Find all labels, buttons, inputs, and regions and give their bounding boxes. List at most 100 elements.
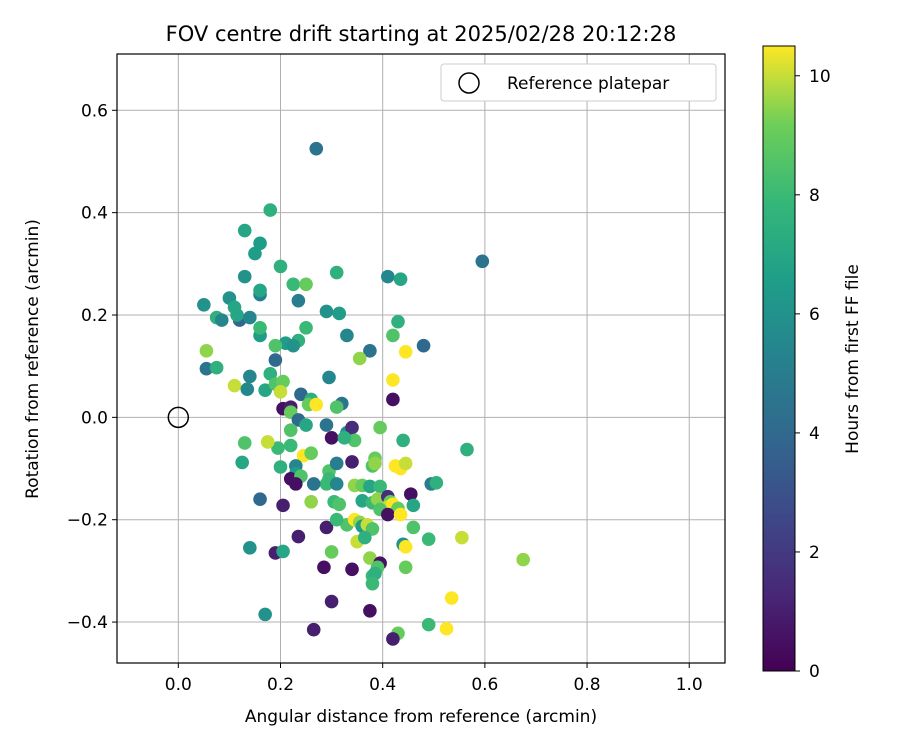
data-point [304,494,318,509]
data-point [309,141,324,156]
data-point [368,566,382,581]
reference-point-marker [167,406,190,429]
colorbar-ticks: 0 2 4 6 8 10 [795,67,831,682]
data-point [386,328,400,343]
y-tick-label: −0.4 [67,613,108,633]
chart-title: FOV centre drift starting at 2025/02/28 … [166,22,677,46]
data-point [253,283,267,298]
data-point [299,277,313,292]
x-axis-ticks: 0.0 0.2 0.4 0.6 0.8 1.0 [165,663,703,695]
x-tick-label: 0.0 [165,675,192,695]
data-point [340,328,354,343]
data-point [230,308,244,322]
data-point [421,617,436,632]
x-tick-label: 0.8 [574,675,601,695]
data-point [365,522,380,536]
data-point [386,373,400,387]
data-point [309,397,324,412]
data-point [268,338,283,353]
data-point [380,269,395,284]
data-point [283,438,298,453]
colorbar-tick-label: 4 [809,424,820,444]
x-axis-label: Angular distance from reference (arcmin) [245,707,597,727]
data-point [273,259,288,274]
data-point [368,456,382,471]
data-point [363,604,377,618]
data-point [370,492,385,507]
data-point [306,622,321,637]
data-point [243,541,257,555]
data-point [363,479,377,494]
data-point [355,493,370,508]
data-point [391,314,405,329]
data-point [324,594,339,609]
data-point [253,492,267,507]
y-axis-ticks: −0.4 −0.2 0.0 0.2 0.4 0.6 [67,101,117,633]
data-point [306,477,321,491]
data-point [235,455,249,470]
data-point [337,431,352,445]
data-point [398,345,413,359]
data-point [197,297,211,312]
data-point [332,497,347,512]
data-point [317,560,331,575]
data-points [197,141,530,646]
x-tick-label: 0.6 [471,675,498,695]
data-point [237,436,252,450]
data-point [332,306,347,321]
data-point [439,621,454,636]
data-point [429,476,444,490]
data-point [286,277,301,292]
data-point [286,338,301,353]
data-point [243,310,257,325]
data-point [209,360,224,375]
data-point [386,392,400,407]
data-point [289,477,303,491]
colorbar-tick-label: 0 [809,662,820,682]
data-point [403,487,418,501]
data-point [345,562,359,577]
data-point [253,320,267,335]
data-point [294,387,308,402]
colorbar: 0 2 4 6 8 10 Hours from first FF file [762,45,863,682]
data-point [398,456,413,471]
data-point [263,367,278,381]
data-point [380,507,395,522]
legend-box [440,63,717,102]
data-point [396,433,410,448]
data-point [329,512,344,527]
data-point [237,223,252,238]
data-point [373,479,387,494]
data-point [253,236,267,251]
data-point [329,477,344,491]
colorbar-tick-label: 2 [809,543,820,563]
x-tick-label: 1.0 [676,675,703,695]
data-point [516,552,530,567]
plot-frame [116,53,726,664]
data-point [329,456,344,471]
data-point [329,400,344,414]
data-point [319,477,334,491]
data-point [406,498,421,513]
data-point [347,433,362,448]
data-point [283,423,298,437]
data-point [299,320,313,335]
data-point [263,203,278,217]
data-point [248,246,262,261]
data-point [398,560,413,575]
data-point [199,361,214,376]
data-point [393,272,408,286]
data-point [365,576,380,591]
data-point [271,441,285,455]
data-point [319,520,334,535]
legend: Reference platepar [440,63,717,102]
data-point [276,544,290,559]
data-point [345,455,359,469]
data-point [322,370,336,385]
data-point [444,591,459,605]
data-point [329,265,344,280]
x-tick-label: 0.2 [267,675,294,695]
data-point [357,530,372,545]
data-point [227,378,242,393]
